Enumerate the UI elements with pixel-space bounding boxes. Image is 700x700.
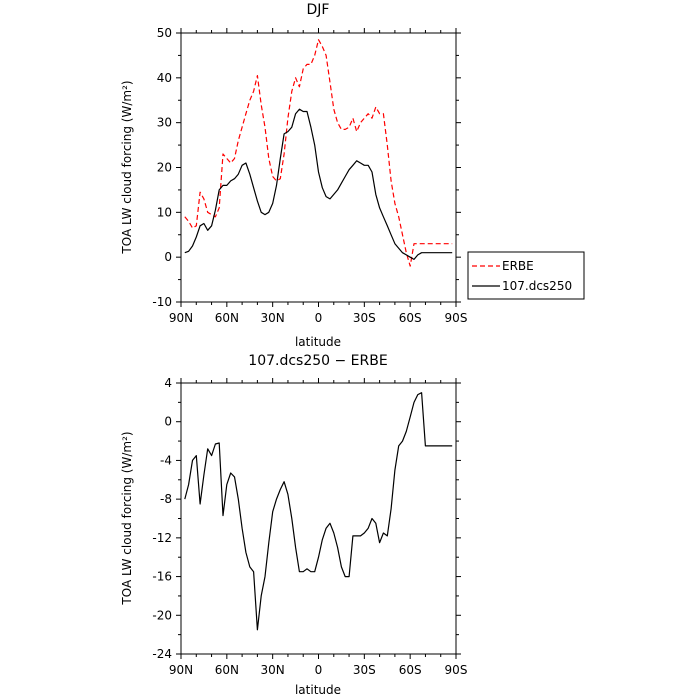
bottom-y-axis-label: TOA LW cloud forcing (W/m²) bbox=[120, 431, 134, 605]
bottom-y-tick-label: -8 bbox=[160, 492, 172, 506]
bottom-series-line-0 bbox=[184, 392, 453, 631]
bottom-series-lines bbox=[184, 392, 453, 631]
top-x-tick-label: 60S bbox=[399, 311, 422, 325]
bottom-x-ticks: 90N 60N 30N 0 30S 60S 90S bbox=[169, 378, 468, 677]
top-chart-panel: DJF -10 0 10 20 30 40 50 90N 60N 30N 0 30S 60S 90S l… bbox=[120, 2, 585, 349]
legend-label-erbe: ERBE bbox=[502, 259, 534, 273]
bottom-y-tick-label: 0 bbox=[164, 415, 172, 429]
top-x-ticks: 90N 60N 30N 0 30S 60S 90S bbox=[169, 28, 468, 325]
bottom-chart-panel: 107.dcs250 − ERBE -24 -20 -16 -12 -8 -4 0 4 90N… bbox=[120, 353, 467, 697]
top-series-line-erbe bbox=[184, 39, 453, 267]
bottom-x-tick-label: 60S bbox=[399, 663, 422, 677]
bottom-y-ticks: -24 -20 -16 -12 -8 -4 0 4 bbox=[152, 376, 461, 661]
legend-label-model: 107.dcs250 bbox=[502, 279, 572, 293]
top-x-tick-label: 90S bbox=[445, 311, 468, 325]
bottom-y-tick-label: 4 bbox=[164, 376, 172, 390]
legend: ERBE 107.dcs250 bbox=[467, 251, 585, 300]
top-x-tick-label: 0 bbox=[315, 311, 323, 325]
top-y-tick-label: -10 bbox=[152, 295, 172, 309]
bottom-x-tick-label: 30N bbox=[261, 663, 285, 677]
top-y-tick-label: 20 bbox=[157, 161, 172, 175]
top-y-tick-label: 50 bbox=[157, 26, 172, 40]
bottom-x-tick-label: 0 bbox=[315, 663, 323, 677]
top-y-tick-label: 0 bbox=[164, 250, 172, 264]
top-y-tick-label: 10 bbox=[157, 205, 172, 219]
top-x-tick-label: 30N bbox=[261, 311, 285, 325]
bottom-x-axis-label: latitude bbox=[295, 683, 341, 697]
top-x-tick-label: 90N bbox=[169, 311, 193, 325]
bottom-y-tick-label: -16 bbox=[152, 570, 172, 584]
bottom-y-tick-label: -4 bbox=[160, 453, 172, 467]
bottom-x-tick-label: 60N bbox=[215, 663, 239, 677]
top-y-tick-label: 40 bbox=[157, 71, 172, 85]
bottom-x-tick-label: 90N bbox=[169, 663, 193, 677]
top-y-ticks: -10 0 10 20 30 40 50 bbox=[152, 26, 461, 309]
top-series-lines bbox=[184, 39, 453, 267]
bottom-x-tick-label: 30S bbox=[353, 663, 376, 677]
bottom-chart-title: 107.dcs250 − ERBE bbox=[248, 353, 387, 369]
top-x-tick-label: 60N bbox=[215, 311, 239, 325]
bottom-plot-frame bbox=[180, 382, 457, 655]
top-y-axis-label: TOA LW cloud forcing (W/m²) bbox=[120, 80, 134, 254]
bottom-x-tick-label: 90S bbox=[445, 663, 468, 677]
bottom-y-tick-label: -12 bbox=[152, 531, 172, 545]
top-series-line-107-dcs250 bbox=[184, 108, 453, 260]
legend-box bbox=[467, 251, 585, 300]
bottom-y-tick-label: -24 bbox=[152, 647, 172, 661]
top-x-axis-label: latitude bbox=[295, 335, 341, 349]
top-x-tick-label: 30S bbox=[353, 311, 376, 325]
bottom-y-tick-label: -20 bbox=[152, 608, 172, 622]
top-y-tick-label: 30 bbox=[157, 116, 172, 130]
top-chart-title: DJF bbox=[307, 2, 330, 18]
